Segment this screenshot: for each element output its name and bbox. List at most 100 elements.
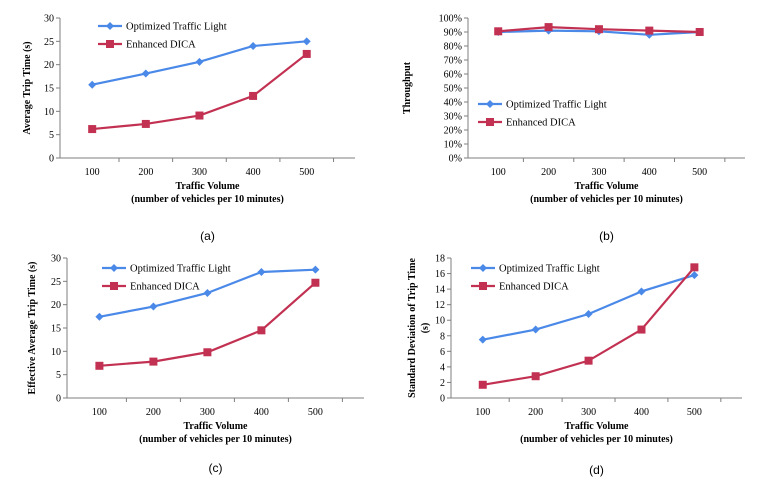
x-tick-label: 500: [687, 407, 702, 418]
x-axis-subtitle: (number of vehicles per 10 minutes): [530, 194, 683, 205]
data-point: [531, 372, 540, 381]
legend-label: Enhanced DICA: [506, 118, 576, 129]
data-point: [149, 302, 158, 311]
legend-marker: [486, 118, 494, 126]
y-tick-label: 4: [440, 362, 445, 373]
data-point: [531, 325, 540, 334]
chart-b: 0% 10% 20% 30% 40% 50% 60% 70% 80% 90% 100% 100 200 3…: [402, 14, 745, 243]
x-tick-label: 100: [92, 407, 107, 418]
series-optimized-traffic-light: [95, 265, 320, 321]
x-tick-label: 300: [591, 167, 606, 178]
x-axis-subtitle: (number of vehicles per 10 minutes): [131, 194, 284, 205]
x-tick-label: 400: [634, 407, 649, 418]
y-tick-label: 12: [435, 300, 445, 311]
y-tick-label: 90%: [444, 28, 462, 39]
data-point: [257, 268, 266, 276]
data-point: [95, 312, 104, 321]
legend-marker: [110, 282, 118, 290]
y-tick-label: 10: [51, 347, 61, 358]
legend-marker: [486, 100, 494, 108]
x-tick-label: 300: [192, 167, 207, 178]
x-axis-subtitle: (number of vehicles per 10 minutes): [139, 434, 292, 445]
chart-c: 0 5 10 15 20 25 30 100 200 300 400 500 Traffic Volum…: [27, 254, 364, 475]
chart-caption: (c): [209, 461, 223, 475]
data-point: [257, 326, 266, 335]
data-point: [594, 25, 603, 34]
data-point: [302, 37, 311, 46]
legend-label: Enhanced DICA: [126, 40, 196, 51]
legend-label: Optimized Traffic Light: [506, 100, 607, 111]
series-enhanced-dica: [478, 263, 699, 389]
y-tick-label: 0: [56, 394, 61, 405]
data-point: [645, 26, 654, 35]
y-tick-label: 80%: [444, 42, 462, 53]
chart-d: 0 2 4 6 8 10 12 14 16 18 100 200 300 400 500 Traffic Vo…: [407, 254, 742, 477]
data-point: [203, 348, 212, 357]
x-tick-label: 300: [581, 407, 596, 418]
y-tick-label: 5: [49, 130, 54, 141]
y-axis-title: Average Trip Time (s): [22, 41, 33, 134]
y-tick-label: 10%: [444, 140, 462, 151]
x-axis-title: Traffic Volume: [565, 421, 630, 432]
data-point: [637, 325, 646, 334]
y-tick-label: 30: [44, 14, 54, 25]
y-tick-label: 30%: [444, 112, 462, 123]
data-point: [195, 111, 204, 120]
y-axis-title: Standard Deviation of Trip Time: [407, 258, 418, 398]
series-enhanced-dica: [494, 23, 704, 36]
data-point: [584, 310, 593, 318]
y-axis-title: Throughput: [402, 61, 413, 114]
data-point: [311, 265, 320, 274]
chart-a: 0 5 10 15 20 25 30 100 200 300 400 500 Traffic Volum…: [22, 14, 355, 243]
y-tick-label: 20: [51, 300, 61, 311]
x-tick-label: 200: [146, 407, 161, 418]
series-optimized-traffic-light: [478, 271, 699, 344]
data-point: [478, 380, 487, 389]
x-tick-label: 100: [85, 167, 100, 178]
y-tick-label: 60%: [444, 70, 462, 81]
x-tick-label: 500: [692, 167, 707, 178]
data-point: [95, 361, 104, 370]
y-axis-title: Effective Average Trip Time (s): [27, 262, 38, 395]
data-point: [141, 119, 150, 128]
x-tick-label: 400: [642, 167, 657, 178]
x-axis-title: Traffic Volume: [184, 421, 249, 432]
x-tick-label: 200: [541, 167, 556, 178]
legend-marker: [479, 264, 487, 272]
x-tick-label: 100: [475, 407, 490, 418]
y-tick-label: 0%: [449, 154, 462, 165]
data-point: [544, 23, 553, 32]
data-point: [88, 125, 97, 134]
y-tick-label: 25: [51, 277, 61, 288]
y-tick-label: 5: [56, 370, 61, 381]
y-tick-label: 16: [435, 269, 445, 280]
y-tick-label: 70%: [444, 56, 462, 67]
x-tick-label: 200: [138, 167, 153, 178]
legend-label: Enhanced DICA: [499, 282, 569, 293]
x-axis-subtitle: (number of vehicles per 10 minutes): [520, 434, 673, 445]
y-tick-label: 8: [440, 331, 445, 342]
data-point: [695, 28, 704, 36]
y-tick-label: 15: [44, 84, 54, 95]
x-tick-label: 300: [200, 407, 215, 418]
data-point: [311, 278, 320, 287]
y-tick-label: 0: [49, 154, 54, 165]
legend-marker: [479, 282, 487, 290]
y-tick-label: 14: [435, 285, 445, 296]
series-optimized-traffic-light: [88, 37, 311, 89]
y-tick-label: 18: [435, 254, 445, 265]
x-tick-label: 400: [246, 167, 261, 178]
y-tick-label: 15: [51, 324, 61, 335]
data-point: [203, 289, 212, 297]
data-point: [88, 80, 97, 89]
x-tick-label: 400: [254, 407, 269, 418]
legend-label: Optimized Traffic Light: [499, 264, 600, 275]
y-tick-label: 20%: [444, 126, 462, 137]
legend-marker: [110, 264, 118, 272]
data-point: [249, 91, 258, 100]
data-point: [249, 42, 258, 50]
data-point: [637, 287, 646, 296]
x-tick-label: 100: [491, 167, 506, 178]
y-axis-title-unit: (s): [420, 323, 431, 334]
data-point: [690, 271, 699, 280]
